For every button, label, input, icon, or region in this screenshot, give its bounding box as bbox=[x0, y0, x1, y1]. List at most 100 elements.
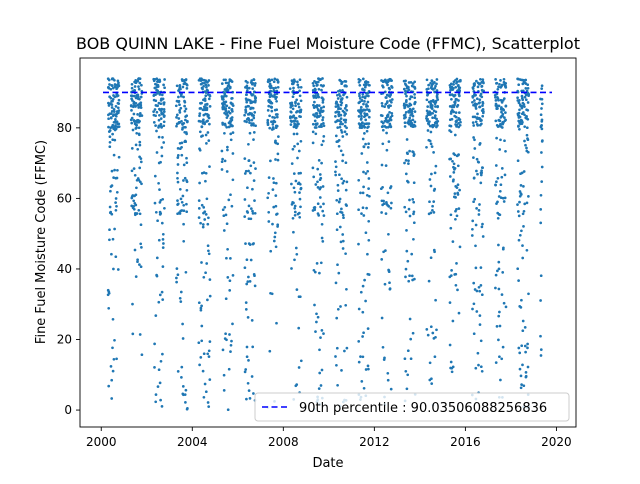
scatter-point bbox=[322, 135, 326, 138]
scatter-point bbox=[245, 345, 249, 349]
scatter-point bbox=[298, 295, 302, 299]
scatter-point bbox=[156, 219, 159, 223]
scatter-point bbox=[138, 81, 142, 85]
scatter-point bbox=[114, 255, 118, 259]
scatter-point bbox=[519, 374, 523, 378]
scatter-point bbox=[523, 139, 526, 143]
scatter-point bbox=[427, 83, 430, 87]
scatter-point bbox=[176, 273, 180, 277]
scatter-point bbox=[314, 88, 317, 92]
scatter-point bbox=[245, 120, 248, 124]
scatter-point bbox=[436, 119, 440, 123]
scatter-point bbox=[380, 211, 383, 214]
scatter-point bbox=[249, 217, 253, 221]
scatter-point bbox=[425, 145, 428, 149]
scatter-point bbox=[299, 359, 303, 363]
scatter-point bbox=[428, 178, 432, 181]
scatter-point bbox=[499, 138, 502, 142]
scatter-point bbox=[364, 231, 368, 235]
scatter-point bbox=[203, 97, 207, 100]
scatter-point bbox=[494, 286, 497, 290]
scatter-point bbox=[298, 215, 302, 219]
scatter-point bbox=[154, 210, 158, 214]
scatter-point bbox=[318, 371, 322, 375]
scatter-point bbox=[160, 146, 164, 149]
scatter-point bbox=[453, 103, 456, 107]
scatter-point bbox=[161, 97, 165, 101]
scatter-point bbox=[137, 85, 140, 88]
scatter-point bbox=[479, 266, 483, 269]
scatter-point bbox=[110, 103, 114, 106]
scatter-point bbox=[115, 120, 119, 124]
scatter-point bbox=[270, 120, 273, 124]
scatter-point bbox=[435, 78, 439, 81]
scatter-point bbox=[320, 329, 324, 332]
scatter-point bbox=[453, 192, 457, 195]
scatter-point bbox=[500, 175, 504, 179]
x-tick-label: 2004 bbox=[177, 435, 208, 449]
scatter-point bbox=[448, 343, 452, 347]
scatter-point bbox=[289, 105, 293, 109]
scatter-point bbox=[520, 229, 523, 233]
scatter-point bbox=[481, 114, 485, 118]
scatter-point bbox=[252, 161, 256, 164]
scatter-point bbox=[381, 125, 385, 128]
scatter-point bbox=[504, 81, 508, 85]
scatter-point bbox=[293, 79, 297, 83]
scatter-point bbox=[384, 249, 387, 252]
scatter-point bbox=[357, 307, 361, 311]
scatter-point bbox=[299, 99, 303, 103]
scatter-point bbox=[319, 106, 323, 110]
scatter-point bbox=[365, 122, 369, 125]
scatter-point bbox=[470, 234, 474, 237]
scatter-point bbox=[297, 122, 300, 126]
scatter-point bbox=[316, 180, 319, 184]
scatter-point bbox=[481, 107, 485, 111]
scatter-point bbox=[197, 301, 201, 305]
scatter-point bbox=[341, 239, 345, 243]
scatter-point bbox=[179, 197, 183, 201]
scatter-point bbox=[154, 93, 157, 97]
scatter-point bbox=[156, 104, 159, 108]
scatter-point bbox=[361, 95, 365, 99]
scatter-point bbox=[480, 119, 483, 122]
scatter-point bbox=[457, 311, 461, 315]
scatter-point bbox=[524, 78, 528, 82]
scatter-point bbox=[425, 109, 429, 113]
scatter-point bbox=[434, 164, 438, 168]
scatter-point bbox=[319, 205, 322, 209]
scatter-point bbox=[207, 79, 211, 82]
scatter-point bbox=[341, 159, 344, 163]
scatter-point bbox=[251, 209, 254, 213]
scatter-point bbox=[206, 401, 210, 404]
scatter-point bbox=[201, 223, 205, 226]
scatter-point bbox=[426, 105, 430, 108]
scatter-point bbox=[295, 383, 299, 386]
scatter-point bbox=[499, 98, 503, 102]
scatter-point bbox=[335, 198, 339, 202]
scatter-point bbox=[204, 133, 208, 137]
scatter-point bbox=[109, 116, 113, 120]
scatter-point bbox=[458, 94, 461, 98]
scatter-point bbox=[253, 211, 257, 215]
scatter-point bbox=[115, 190, 119, 194]
scatter-point bbox=[431, 116, 434, 120]
scatter-point bbox=[363, 100, 366, 103]
scatter-point bbox=[498, 148, 502, 151]
scatter-point bbox=[366, 100, 370, 104]
scatter-point bbox=[516, 96, 519, 100]
scatter-point bbox=[521, 98, 525, 102]
scatter-point bbox=[340, 211, 344, 214]
scatter-point bbox=[345, 126, 348, 130]
scatter-point bbox=[496, 200, 499, 204]
scatter-point bbox=[200, 304, 203, 308]
scatter-point bbox=[201, 369, 205, 373]
scatter-point bbox=[386, 113, 390, 117]
scatter-point bbox=[157, 238, 161, 242]
scatter-point bbox=[500, 126, 504, 129]
scatter-point bbox=[226, 276, 230, 279]
scatter-point bbox=[345, 346, 349, 350]
scatter-point bbox=[109, 96, 113, 100]
scatter-point bbox=[435, 328, 438, 332]
scatter-point bbox=[269, 249, 273, 253]
